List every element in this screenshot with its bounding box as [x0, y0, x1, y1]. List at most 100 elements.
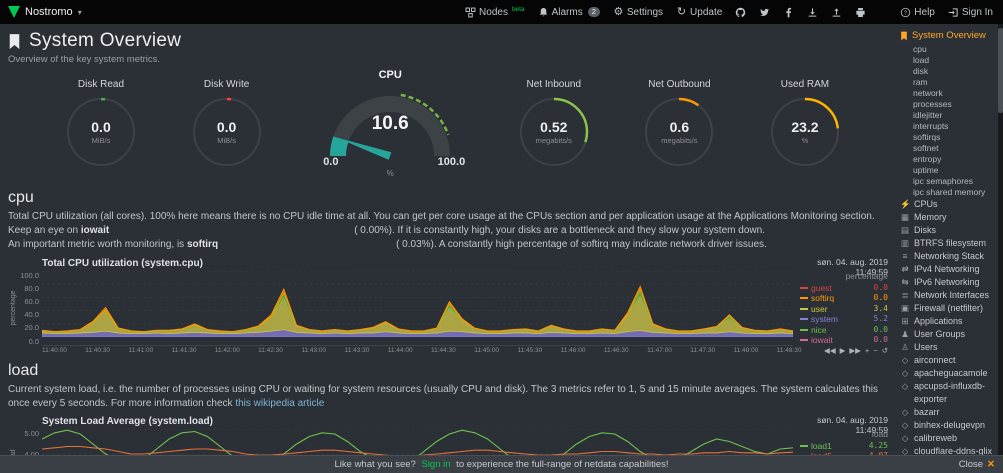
cpu-legend-nice[interactable]: nice 0.0	[800, 325, 888, 336]
sidebar-item-entropy[interactable]: entropy	[913, 154, 942, 164]
pan-left-icon[interactable]: ◀◀	[824, 345, 836, 355]
topbar-import[interactable]	[807, 7, 818, 18]
bookmark-icon	[9, 33, 20, 49]
sidebar-item-ram[interactable]: ram	[913, 77, 928, 87]
upload-icon	[831, 7, 842, 18]
legend-marker	[800, 339, 808, 342]
sidebar-item-disk[interactable]: disk	[913, 66, 929, 76]
sidebar-item-ipc-semaphores[interactable]: ipc semaphores	[913, 176, 974, 186]
zoom-out-icon[interactable]: −	[873, 345, 878, 355]
sidebar-app-bazarr[interactable]: ◇ bazarr	[900, 406, 996, 419]
topbar-alarms[interactable]: Alarms 2	[538, 7, 600, 18]
gauge-cpu[interactable]: CPU 10.6 0.0 100.0%	[315, 69, 465, 181]
sidebar-item-network[interactable]: network	[913, 88, 943, 98]
cpu-legend-user[interactable]: user 3.4	[800, 304, 888, 315]
sidebar-item-interrupts[interactable]: interrupts	[913, 121, 949, 131]
sidebar-section-networking-stack[interactable]: ≡ Networking Stack	[900, 250, 996, 263]
load-legend-load1[interactable]: load1 4.25	[800, 441, 888, 452]
pan-right-icon[interactable]: ▶▶	[849, 345, 861, 355]
sidebar-section-ipv6-networking[interactable]: ⇆ IPv6 Networking	[900, 276, 996, 289]
sidebar-app-cloudflare-ddns-glix[interactable]: ◇ cloudflare-ddns-glix	[900, 445, 996, 458]
sidebar-app-airconnect[interactable]: ◇ airconnect	[900, 354, 996, 367]
sidebar-section-ipv4-networking[interactable]: ⇄ IPv4 Networking	[900, 263, 996, 276]
facebook-icon	[783, 7, 794, 18]
sidebar-section-users[interactable]: ♙ Users	[900, 341, 996, 354]
cpu-xtick: 11:43:00	[301, 346, 327, 354]
sidebar-section-firewall-netfilter[interactable]: ▣ Firewall (netfilter)	[900, 302, 996, 315]
gauge-used-ram[interactable]: Used RAM 23.2%	[768, 79, 842, 169]
legend-rows: guest 0.0 softirq 0.0 user 3.4 system 5.2 nice 0.…	[800, 283, 888, 346]
sidebar-item-load[interactable]: load	[913, 55, 930, 65]
btrfs-icon: ▥	[900, 238, 910, 248]
scrollbar-thumb[interactable]	[998, 28, 1003, 113]
cpu-legend-iowait[interactable]: iowait 0.0	[800, 335, 888, 346]
gauge-ring: 0.52 megabits/s	[517, 95, 591, 169]
wikipedia-link[interactable]: this wikipedia article	[235, 397, 325, 409]
cpu-xtick: 11:46:30	[603, 346, 629, 354]
topbar-help[interactable]: ? Help	[900, 7, 935, 18]
sidebar-section-btrfs-filesystem[interactable]: ▥ BTRFS filesystem	[900, 237, 996, 250]
memory-icon: ▦	[900, 212, 910, 222]
topbar-settings[interactable]: ⚙ Settings	[613, 6, 663, 18]
topbar-twitter[interactable]	[759, 7, 770, 18]
sidebar-item-system-overview[interactable]: System Overview	[900, 30, 996, 41]
play-icon[interactable]: ▶	[839, 345, 846, 355]
gauge-min: 0.0	[323, 156, 339, 168]
sidebar-scrollbar[interactable]	[998, 24, 1003, 473]
sidebar-app-apacheguacamole[interactable]: ◇ apacheguacamole	[900, 367, 996, 380]
sidebar-app-label: apacheguacamole	[914, 368, 988, 378]
cpu-legend-system[interactable]: system 5.2	[800, 314, 888, 325]
sidebar-section-disks[interactable]: ▤ Disks	[900, 224, 996, 237]
reset-zoom-icon[interactable]: ↺	[881, 345, 888, 355]
sidebar-item-idlejitter[interactable]: idlejitter	[913, 110, 943, 120]
sidebar-section-memory[interactable]: ▦ Memory	[900, 211, 996, 224]
topbar-print[interactable]	[855, 7, 866, 18]
sidebar-item-uptime[interactable]: uptime	[913, 165, 939, 175]
zoom-in-icon[interactable]: +	[864, 345, 870, 355]
sidebar-section-applications[interactable]: ⊞ Applications	[900, 315, 996, 328]
sidebar-app-calibreweb[interactable]: ◇ calibreweb	[900, 432, 996, 445]
load-ytick: 5.00	[24, 428, 39, 438]
legend-value: 0.0	[873, 335, 888, 345]
sidebar-app-label: apcupsd-influxdb-exporter	[914, 381, 986, 404]
sidebar-section-network-interfaces[interactable]: ≣ Network Interfaces	[900, 289, 996, 302]
bolt-icon: ⚡	[900, 199, 911, 209]
sidebar-app-binhex-delugevpn[interactable]: ◇ binhex-delugevpn	[900, 419, 996, 432]
cpu-legend-guest[interactable]: guest 0.0	[800, 283, 888, 294]
load-paragraph: Current system load, i.e. the number of …	[8, 383, 879, 409]
cpu-chart-canvas[interactable]	[42, 270, 793, 346]
sidebar-item-cpu[interactable]: cpu	[913, 44, 927, 54]
sidebar-item-ipc-shared-memory[interactable]: ipc shared memory	[913, 187, 986, 197]
sidebar-section-user-groups[interactable]: ♟ User Groups	[900, 328, 996, 341]
sidebar-section-label: BTRFS filesystem	[914, 238, 987, 248]
topbar-export[interactable]	[831, 7, 842, 18]
topbar-facebook[interactable]	[783, 7, 794, 18]
sidebar-app-label: airconnect	[914, 355, 956, 365]
sidebar-item-softnet[interactable]: softnet	[913, 143, 939, 153]
sidebar-section-label: IPv6 Networking	[914, 277, 980, 287]
gauge-disk-read[interactable]: Disk Read 0.0 MiB/s	[64, 79, 138, 169]
gauge-disk-write[interactable]: Disk Write 0.0 MiB/s	[190, 79, 264, 169]
cpu-section-heading: cpu	[8, 189, 34, 206]
gauge-net-inbound[interactable]: Net Inbound 0.52 megabits/s	[517, 79, 591, 169]
close-icon: ✕	[987, 459, 995, 470]
topbar-signin[interactable]: Sign In	[948, 7, 993, 18]
cpu-legend-softirq[interactable]: softirq 0.0	[800, 293, 888, 304]
topbar-github[interactable]	[735, 7, 746, 18]
topbar-nodes[interactable]: Nodes beta	[465, 6, 525, 18]
sidebar-item-processes[interactable]: processes	[913, 99, 952, 109]
topbar-label: Sign In	[961, 6, 993, 18]
sidebar-app-apcupsd-influxdb-exporter[interactable]: ◇ apcupsd-influxdb-exporter	[900, 380, 996, 406]
sidebar-section-cpus[interactable]: ⚡ CPUs	[900, 198, 996, 211]
host-selector[interactable]: Nostromo ▾	[8, 6, 82, 18]
legend-value: 5.2	[873, 314, 888, 324]
gauge-net-outbound[interactable]: Net Outbound 0.6 megabits/s	[642, 79, 716, 169]
sidebar-item-softirqs[interactable]: softirqs	[913, 132, 941, 142]
cpu-ytick: 0.0	[28, 336, 39, 346]
legend-name: system	[811, 314, 838, 325]
github-icon	[735, 7, 746, 18]
cpu-chart-xaxis: 11:40:00 11:40:30 11:41:00 11:41:30 11:42:00…	[8, 345, 888, 356]
banner-signin-link[interactable]: Sign in	[421, 459, 451, 470]
banner-close-button[interactable]: Close ✕	[959, 459, 995, 470]
topbar-update[interactable]: ↻ Update	[676, 6, 722, 18]
